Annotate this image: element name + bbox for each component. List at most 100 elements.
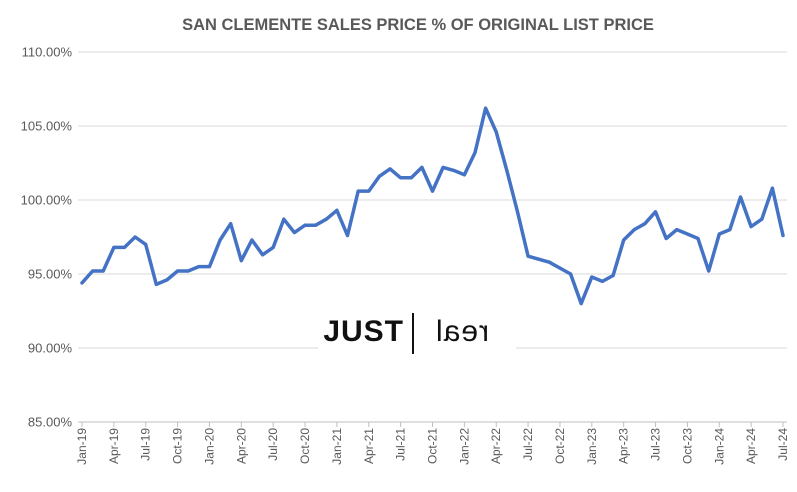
data-point xyxy=(462,173,466,177)
x-axis-tick-labels: Jan-19 Apr-19 Jul-19 Oct-19 Jan-20 Apr-20 Jul-… xyxy=(75,422,790,465)
data-point xyxy=(186,269,190,273)
data-point xyxy=(547,260,551,264)
data-point xyxy=(643,222,647,226)
data-point xyxy=(781,234,785,238)
data-point xyxy=(473,151,477,155)
data-point xyxy=(154,282,158,286)
data-point xyxy=(664,236,668,240)
gridlines xyxy=(78,51,787,423)
data-point xyxy=(377,174,381,178)
data-point xyxy=(133,235,137,239)
data-point xyxy=(739,195,743,199)
series-layer xyxy=(80,106,785,306)
data-point xyxy=(717,232,721,236)
data-point xyxy=(367,189,371,193)
x-tick-label: Apr-23 xyxy=(617,428,631,464)
chart-title: SAN CLEMENTE SALES PRICE % OF ORIGINAL L… xyxy=(182,16,654,34)
data-point xyxy=(282,217,286,221)
data-point xyxy=(292,231,296,235)
data-point xyxy=(696,236,700,240)
x-tick-label: Jul-22 xyxy=(521,428,535,461)
x-tick-label: Jan-23 xyxy=(585,428,599,465)
data-point xyxy=(558,266,562,270)
data-point xyxy=(271,245,275,249)
data-point xyxy=(749,225,753,229)
data-point xyxy=(229,222,233,226)
y-axis-tick-labels: 85.00% 90.00% 95.00% 100.00% 105.00% 110.00% xyxy=(21,45,73,430)
data-point xyxy=(728,228,732,232)
y-tick-label: 100.00% xyxy=(21,193,73,208)
data-point xyxy=(218,238,222,242)
data-point xyxy=(356,189,360,193)
data-point xyxy=(91,269,95,273)
data-point xyxy=(409,176,413,180)
x-tick-label: Oct-23 xyxy=(680,428,694,464)
data-point xyxy=(250,238,254,242)
y-tick-label: 105.00% xyxy=(21,119,73,134)
x-tick-label: Jul-20 xyxy=(266,428,280,461)
data-point xyxy=(770,186,774,190)
data-point xyxy=(579,302,583,306)
data-point xyxy=(685,232,689,236)
data-point xyxy=(600,279,604,283)
data-point xyxy=(569,272,573,276)
data-point xyxy=(590,275,594,279)
data-point xyxy=(420,165,424,169)
data-point xyxy=(452,168,456,172)
data-point xyxy=(611,273,615,277)
data-point xyxy=(484,106,488,110)
logo-word-real: real xyxy=(435,315,489,348)
data-point xyxy=(207,265,211,269)
data-point xyxy=(622,238,626,242)
data-point xyxy=(122,245,126,249)
x-tick-label: Jul-23 xyxy=(649,428,663,461)
data-point xyxy=(239,259,243,263)
y-tick-label: 110.00% xyxy=(22,45,73,60)
x-tick-label: Oct-22 xyxy=(553,428,567,464)
data-point xyxy=(324,217,328,221)
x-tick-label: Jan-19 xyxy=(75,428,89,465)
x-tick-label: Jan-20 xyxy=(202,428,216,465)
data-point xyxy=(632,228,636,232)
data-point xyxy=(654,210,658,214)
data-point xyxy=(335,208,339,212)
data-point xyxy=(431,189,434,193)
just-real-logo: JUST real xyxy=(318,307,516,354)
x-tick-label: Jul-19 xyxy=(139,428,153,461)
x-tick-label: Jan-24 xyxy=(712,428,726,465)
y-tick-label: 95.00% xyxy=(28,267,73,282)
data-point xyxy=(515,210,519,214)
data-point xyxy=(144,242,148,246)
data-point xyxy=(494,130,498,134)
data-point xyxy=(112,245,116,249)
x-tick-label: Jan-21 xyxy=(330,428,344,465)
data-point xyxy=(80,281,84,285)
data-point xyxy=(197,265,201,269)
x-tick-label: Apr-22 xyxy=(489,428,503,464)
data-point xyxy=(346,234,350,238)
data-point xyxy=(760,217,764,221)
data-point xyxy=(537,257,541,261)
x-tick-label: Jan-22 xyxy=(457,428,471,465)
x-tick-label: Oct-19 xyxy=(171,428,185,464)
x-tick-label: Jul-21 xyxy=(394,428,408,461)
data-point xyxy=(176,269,180,273)
y-tick-label: 90.00% xyxy=(28,341,73,356)
data-point xyxy=(399,176,403,180)
data-point xyxy=(314,223,318,227)
x-tick-label: Apr-19 xyxy=(107,428,121,464)
y-tick-label: 85.00% xyxy=(28,415,73,430)
logo-word-just: JUST xyxy=(323,315,404,348)
data-point xyxy=(303,223,307,227)
data-point xyxy=(165,278,169,282)
logo-background xyxy=(318,307,516,351)
data-point xyxy=(101,269,105,273)
data-point xyxy=(441,165,445,169)
data-point xyxy=(707,269,711,273)
x-tick-label: Oct-21 xyxy=(426,428,440,464)
x-tick-label: Apr-24 xyxy=(744,428,758,464)
data-point xyxy=(675,228,679,232)
